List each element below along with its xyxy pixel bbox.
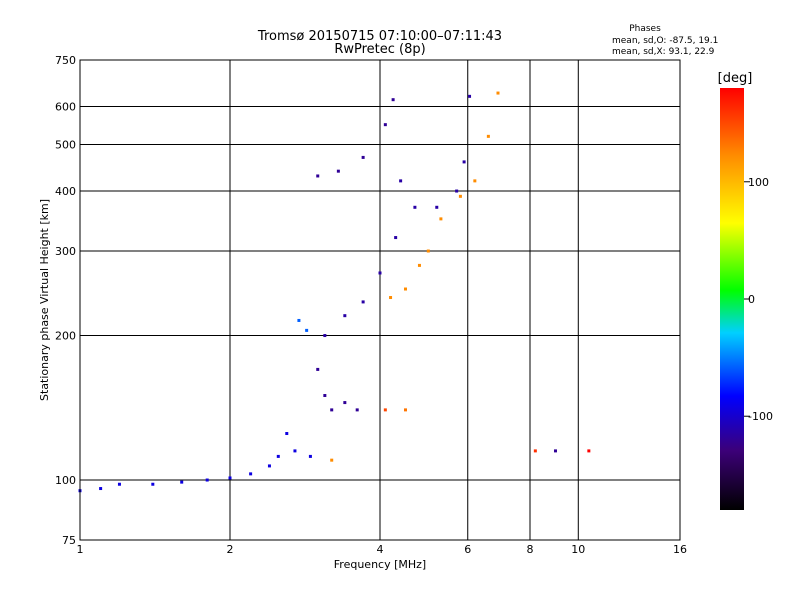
echo-point bbox=[343, 401, 347, 405]
echo-point bbox=[403, 408, 407, 412]
echo-point bbox=[389, 296, 393, 300]
echo-point bbox=[267, 464, 271, 468]
plot-frame bbox=[79, 59, 681, 541]
echo-point bbox=[330, 458, 334, 462]
echo-point bbox=[343, 314, 347, 318]
phases-stat-x: mean, sd,X: 93.1, 22.9 bbox=[612, 47, 715, 57]
colorbar bbox=[720, 88, 744, 510]
echo-point bbox=[426, 249, 430, 253]
echo-point bbox=[308, 454, 312, 458]
x-tick-label: 1 bbox=[77, 543, 84, 556]
echo-point bbox=[323, 394, 327, 398]
echo-point bbox=[391, 98, 395, 102]
echo-point bbox=[151, 482, 155, 486]
x-axis-ticks: 1 2 4 6 8 10 16 bbox=[77, 543, 688, 556]
y-tick-label: 600 bbox=[55, 101, 76, 114]
phases-stat-o: mean, sd,O: -87.5, 19.1 bbox=[612, 36, 718, 46]
y-tick-label: 300 bbox=[55, 245, 76, 258]
echo-point bbox=[180, 480, 184, 484]
y-tick-label: 750 bbox=[55, 54, 76, 67]
echo-point bbox=[413, 205, 417, 209]
echo-point bbox=[439, 217, 443, 221]
echo-point bbox=[355, 408, 359, 412]
echo-point bbox=[361, 300, 365, 304]
echo-point bbox=[383, 123, 387, 127]
y-tick-label: 100 bbox=[55, 474, 76, 487]
echo-point bbox=[553, 449, 557, 453]
colorbar-tick-label: 0 bbox=[748, 293, 755, 306]
echo-point bbox=[249, 472, 253, 476]
colorbar-ticks: 100 0 -100 bbox=[744, 176, 773, 423]
echo-point bbox=[336, 169, 340, 173]
echo-point bbox=[276, 454, 280, 458]
chart-title-line2: RwPretec (8p) bbox=[334, 42, 425, 57]
phases-header: Phases bbox=[629, 24, 661, 34]
y-tick-label: 400 bbox=[55, 185, 76, 198]
echo-point bbox=[496, 91, 500, 95]
x-tick-label: 6 bbox=[464, 543, 471, 556]
echo-point bbox=[228, 476, 232, 480]
data-points bbox=[78, 91, 591, 493]
colorbar-tick-label: -100 bbox=[748, 410, 773, 423]
grid-lines bbox=[80, 60, 680, 540]
echo-point bbox=[458, 194, 462, 198]
echo-point bbox=[99, 487, 103, 491]
echo-point bbox=[533, 449, 537, 453]
echo-point bbox=[305, 328, 309, 332]
colorbar-tick-label: 100 bbox=[748, 176, 769, 189]
echo-point bbox=[293, 449, 297, 453]
echo-point bbox=[361, 155, 365, 159]
echo-point bbox=[468, 94, 472, 98]
colorbar-label: [deg] bbox=[718, 71, 753, 86]
echo-point bbox=[316, 367, 320, 371]
echo-point bbox=[117, 482, 121, 486]
y-tick-label: 75 bbox=[62, 534, 76, 547]
echo-point bbox=[394, 236, 398, 240]
echo-point bbox=[486, 134, 490, 138]
chart-title-line1: Tromsø 20150715 07:10:00–07:11:43 bbox=[257, 29, 502, 44]
echo-point bbox=[399, 179, 403, 183]
y-axis-label: Stationary phase Virtual Height [km] bbox=[38, 199, 51, 401]
echo-point bbox=[473, 179, 477, 183]
echo-point bbox=[455, 189, 459, 193]
echo-point bbox=[205, 478, 209, 482]
x-tick-label: 10 bbox=[571, 543, 585, 556]
x-tick-label: 16 bbox=[673, 543, 687, 556]
x-tick-label: 8 bbox=[527, 543, 534, 556]
echo-point bbox=[383, 408, 387, 412]
y-tick-label: 500 bbox=[55, 139, 76, 152]
echo-point bbox=[316, 174, 320, 178]
echo-point bbox=[435, 205, 439, 209]
x-tick-label: 2 bbox=[227, 543, 234, 556]
x-axis-label: Frequency [MHz] bbox=[334, 558, 426, 571]
x-tick-label: 4 bbox=[377, 543, 384, 556]
echo-point bbox=[462, 160, 466, 164]
y-axis-ticks: 75 100 200 300 400 500 600 750 bbox=[55, 54, 76, 547]
echo-point bbox=[378, 271, 382, 275]
echo-point bbox=[417, 263, 421, 267]
echo-point bbox=[587, 449, 591, 453]
echo-point bbox=[403, 287, 407, 291]
echo-point bbox=[297, 318, 301, 322]
echo-point bbox=[330, 408, 334, 412]
echo-point bbox=[285, 432, 289, 436]
echo-point bbox=[323, 334, 327, 338]
y-tick-label: 200 bbox=[55, 330, 76, 343]
